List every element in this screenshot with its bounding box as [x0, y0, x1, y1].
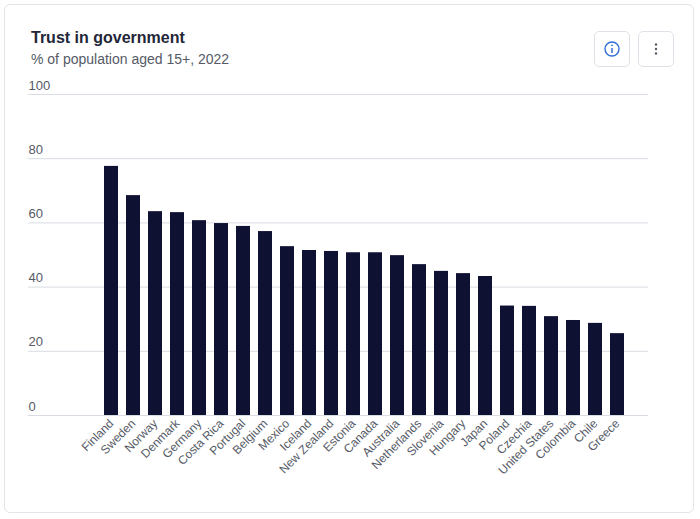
- svg-text:Mexico: Mexico: [255, 416, 293, 454]
- svg-text:Netherlands: Netherlands: [368, 416, 425, 473]
- svg-text:Hungary: Hungary: [426, 416, 469, 459]
- svg-text:20: 20: [29, 334, 43, 349]
- svg-text:Sweden: Sweden: [97, 416, 139, 457]
- svg-text:Costa Rica: Costa Rica: [174, 416, 227, 468]
- svg-text:80: 80: [29, 142, 43, 157]
- svg-text:60: 60: [29, 206, 43, 221]
- svg-text:Denmark: Denmark: [138, 416, 183, 461]
- svg-text:Belgium: Belgium: [229, 416, 271, 457]
- svg-text:Iceland: Iceland: [277, 416, 315, 454]
- svg-text:Canada: Canada: [340, 416, 381, 457]
- svg-text:40: 40: [29, 270, 43, 285]
- svg-text:Greece: Greece: [585, 416, 623, 454]
- html-text:% of population aged 15+, 2022: % of population aged 15+, 2022: [31, 51, 230, 67]
- svg-text:Colombia: Colombia: [533, 416, 579, 462]
- html-text:Trust in government: Trust in government: [31, 29, 185, 46]
- svg-text:Chile: Chile: [571, 416, 601, 446]
- svg-text:0: 0: [29, 399, 36, 414]
- svg-text:100: 100: [29, 78, 51, 93]
- svg-text:Slovenia: Slovenia: [403, 416, 447, 459]
- svg-text:Norway: Norway: [121, 416, 161, 456]
- svg-text:Estonia: Estonia: [320, 416, 359, 455]
- svg-text:New Zealand: New Zealand: [276, 416, 337, 477]
- svg-text:Portugal: Portugal: [206, 416, 249, 458]
- svg-text:Australia: Australia: [359, 416, 403, 460]
- svg-text:Germany: Germany: [159, 416, 205, 462]
- svg-text:United States: United States: [495, 416, 557, 478]
- svg-text:Japan: Japan: [457, 416, 491, 450]
- svg-text:Poland: Poland: [476, 416, 513, 453]
- svg-text:Czechia: Czechia: [493, 416, 535, 457]
- svg-text:Finland: Finland: [78, 416, 117, 455]
